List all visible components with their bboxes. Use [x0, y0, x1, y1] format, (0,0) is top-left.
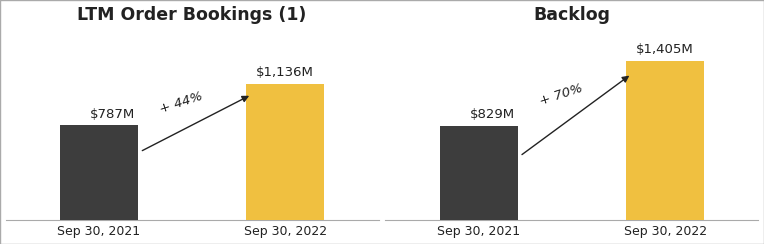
Bar [60, 125, 138, 220]
Text: $829M: $829M [469, 109, 514, 122]
Title: LTM Order Bookings (1): LTM Order Bookings (1) [77, 6, 306, 24]
Text: + 70%: + 70% [538, 81, 584, 107]
Text: + 44%: + 44% [157, 89, 204, 115]
Bar [439, 126, 518, 220]
Bar [626, 61, 704, 220]
Title: Backlog: Backlog [533, 6, 610, 24]
Bar [246, 83, 325, 220]
Text: $1,405M: $1,405M [636, 43, 694, 56]
Text: $787M: $787M [89, 108, 134, 121]
Text: $1,136M: $1,136M [257, 66, 314, 79]
